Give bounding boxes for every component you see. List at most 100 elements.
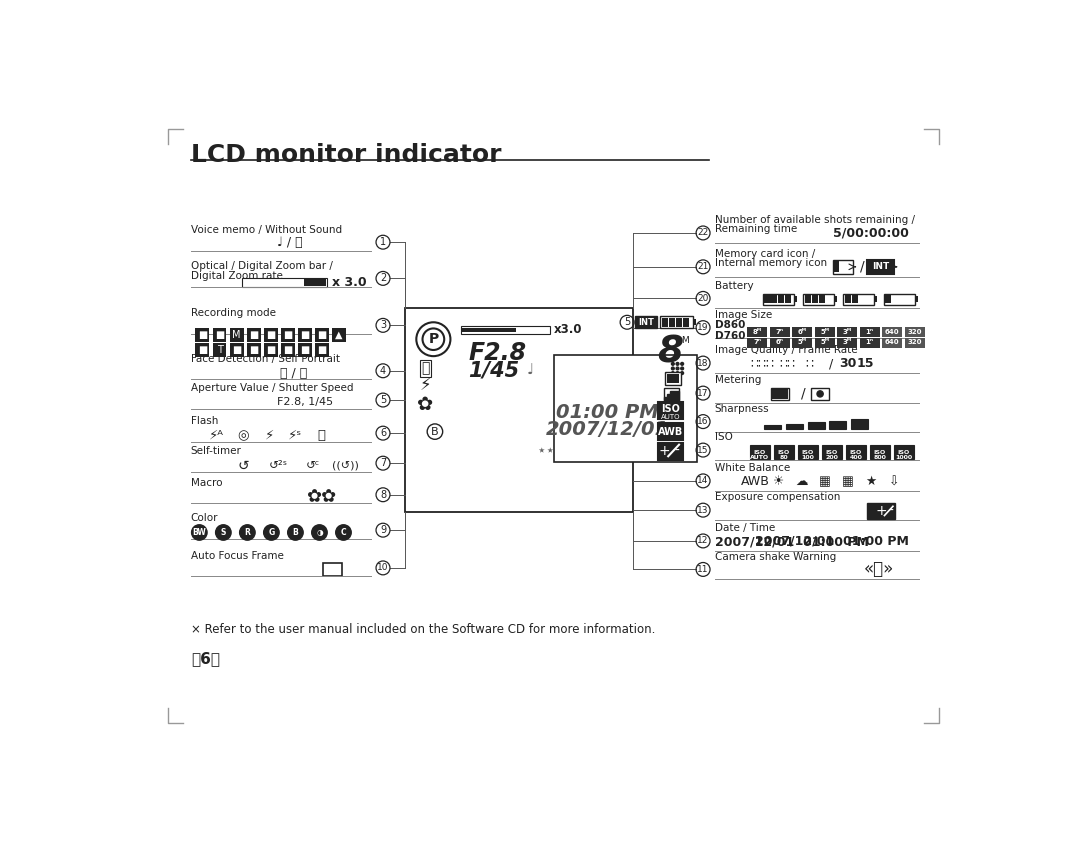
Text: ⚡ˢ: ⚡ˢ — [288, 429, 302, 442]
Bar — [867, 260, 894, 273]
Text: 7ⁿ: 7ⁿ — [753, 339, 761, 345]
Text: 100: 100 — [801, 455, 814, 459]
Text: F2.8: F2.8 — [469, 341, 526, 365]
Text: ■: ■ — [232, 345, 241, 355]
Text: 16: 16 — [698, 417, 708, 426]
Text: ISO: ISO — [874, 450, 886, 455]
Text: 9: 9 — [380, 525, 386, 535]
Bar — [242, 279, 327, 287]
Text: ISO: ISO — [850, 450, 862, 455]
Text: ■: ■ — [198, 330, 207, 339]
Text: ▲: ▲ — [335, 330, 342, 339]
Text: 14: 14 — [698, 476, 708, 485]
Bar — [770, 387, 789, 400]
Bar — [811, 295, 818, 303]
Bar — [405, 308, 633, 512]
Text: 19: 19 — [698, 323, 708, 333]
Bar — [867, 503, 895, 518]
Text: ISO: ISO — [825, 450, 838, 455]
Bar — [747, 327, 768, 337]
Circle shape — [672, 371, 674, 375]
Text: /: / — [800, 387, 806, 401]
Text: F2.8, 1/45: F2.8, 1/45 — [278, 398, 334, 408]
Circle shape — [312, 525, 327, 540]
Text: ISO: ISO — [897, 450, 910, 455]
Bar — [246, 327, 260, 342]
Text: Optical / Digital Zoom bar /: Optical / Digital Zoom bar / — [191, 262, 333, 272]
Text: Self-timer: Self-timer — [191, 446, 242, 457]
Text: BW: BW — [192, 528, 206, 537]
Text: ISO: ISO — [715, 432, 732, 442]
Text: ★: ★ — [866, 475, 877, 488]
Text: 640: 640 — [885, 328, 900, 334]
Bar — [213, 327, 227, 342]
Bar — [773, 446, 794, 459]
Bar — [281, 343, 295, 357]
Text: D760: D760 — [715, 331, 745, 341]
Bar — [785, 295, 792, 303]
Text: 10: 10 — [377, 564, 389, 572]
Bar — [845, 295, 851, 303]
Bar — [676, 317, 683, 327]
Bar — [693, 319, 697, 325]
Bar — [814, 338, 835, 348]
Text: 1/45: 1/45 — [469, 360, 519, 380]
Text: ⚡: ⚡ — [265, 429, 273, 442]
Bar — [811, 387, 829, 400]
Text: Flash: Flash — [191, 416, 218, 426]
Text: 5ᴹ: 5ᴹ — [820, 328, 829, 334]
Bar — [658, 403, 683, 419]
Bar — [661, 316, 693, 328]
Text: 80: 80 — [780, 455, 788, 459]
Text: 8ᴹ: 8ᴹ — [753, 328, 762, 334]
Text: ☁: ☁ — [795, 475, 808, 488]
Bar — [765, 295, 770, 303]
Bar — [264, 343, 278, 357]
Text: 15: 15 — [856, 357, 874, 371]
Text: Recording mode: Recording mode — [191, 308, 275, 318]
Bar — [771, 295, 778, 303]
Text: 〈6〉: 〈6〉 — [191, 652, 220, 667]
Text: Ⓕ / Ⓛ: Ⓕ / Ⓛ — [280, 366, 308, 380]
Text: 320: 320 — [907, 339, 922, 345]
Circle shape — [287, 525, 303, 540]
Text: Image Size: Image Size — [715, 310, 772, 320]
Text: × Refer to the user manual included on the Software CD for more information.: × Refer to the user manual included on t… — [191, 623, 656, 636]
Bar — [883, 294, 915, 305]
Bar — [882, 327, 902, 337]
Text: ISO: ISO — [801, 450, 814, 455]
Text: 22: 22 — [698, 229, 708, 237]
Bar — [246, 343, 260, 357]
Bar — [846, 446, 866, 459]
Text: Auto Focus Frame: Auto Focus Frame — [191, 551, 284, 561]
Text: ⋆⋆: ⋆⋆ — [537, 443, 555, 458]
Text: AWB: AWB — [658, 426, 684, 436]
Bar — [808, 422, 825, 429]
Text: G: G — [268, 528, 274, 537]
Bar — [779, 295, 784, 303]
Text: +: + — [659, 444, 670, 457]
Text: Battery: Battery — [715, 281, 754, 290]
Bar — [829, 421, 847, 429]
Bar — [886, 295, 891, 303]
Text: 12: 12 — [698, 537, 708, 545]
Bar — [833, 260, 852, 273]
Text: R: R — [244, 528, 251, 537]
Text: ⓞ: ⓞ — [318, 429, 326, 442]
Text: 200: 200 — [825, 455, 838, 459]
Text: AUTO: AUTO — [751, 455, 769, 459]
Bar — [635, 316, 657, 328]
Text: 21: 21 — [698, 262, 708, 271]
Bar — [915, 296, 918, 302]
Text: 13: 13 — [698, 506, 708, 515]
Bar — [837, 327, 858, 337]
Bar — [669, 317, 675, 327]
Text: ⇩: ⇩ — [889, 475, 900, 488]
Text: ■: ■ — [300, 345, 309, 355]
Text: Ⓕ: Ⓕ — [421, 361, 430, 376]
Text: Remaining time: Remaining time — [715, 225, 797, 235]
Text: -: - — [888, 504, 893, 518]
Text: 8: 8 — [380, 490, 386, 500]
Circle shape — [264, 525, 279, 540]
Text: Aperture Value / Shutter Speed: Aperture Value / Shutter Speed — [191, 383, 353, 393]
